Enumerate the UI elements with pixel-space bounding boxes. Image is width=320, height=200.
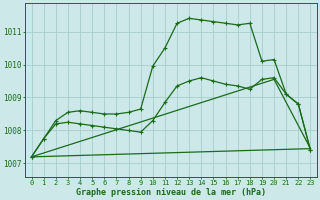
X-axis label: Graphe pression niveau de la mer (hPa): Graphe pression niveau de la mer (hPa) xyxy=(76,188,266,197)
